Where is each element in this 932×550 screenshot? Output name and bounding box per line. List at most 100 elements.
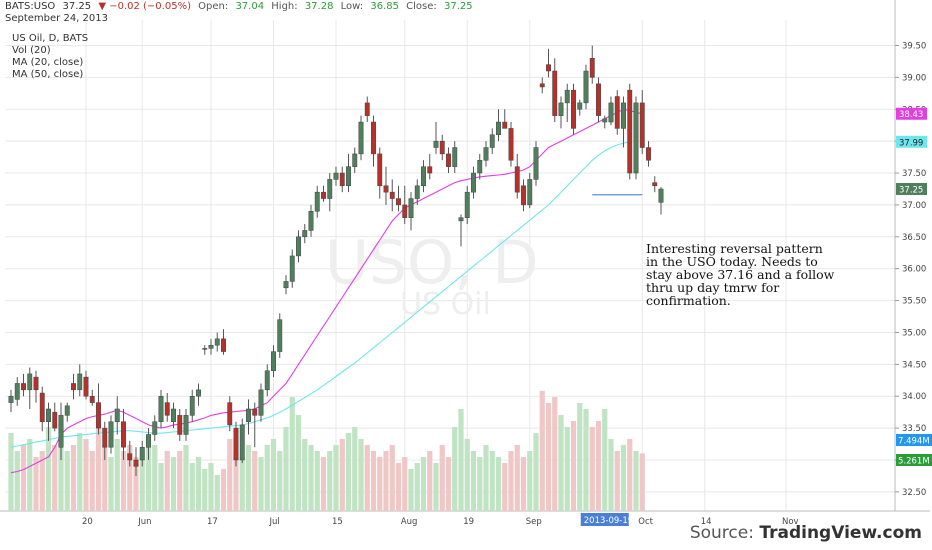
candle-body	[446, 153, 451, 167]
volume-bar	[370, 451, 377, 511]
candle-body	[96, 402, 101, 429]
candle-body	[364, 102, 370, 116]
legend-vol[interactable]: Vol (20)	[12, 45, 51, 56]
volume-bar	[139, 451, 145, 511]
candle-body	[183, 415, 189, 435]
candle-body	[639, 102, 645, 148]
volume-bar	[77, 433, 83, 511]
candle-body	[27, 373, 33, 391]
volume-bar	[402, 457, 408, 511]
candle-body	[408, 198, 414, 218]
candle-body	[458, 217, 464, 222]
price-label-box	[896, 107, 927, 120]
legend-ma20[interactable]: MA (20, close)	[12, 57, 84, 68]
volume-bar	[102, 445, 108, 511]
volume-bar	[577, 403, 583, 511]
candle-body	[302, 230, 308, 238]
candle-body	[171, 408, 176, 422]
candle-body	[383, 185, 389, 193]
y-tick-label: 37.00	[902, 201, 926, 211]
candle-body	[471, 172, 476, 193]
high-label: High:	[271, 1, 298, 12]
y-tick-label: 39.50	[902, 42, 926, 52]
source-brand[interactable]: TradingView.com	[759, 523, 922, 543]
candle-body	[502, 121, 508, 129]
volume-bar	[258, 457, 264, 511]
candle-body	[414, 185, 420, 199]
volume-bar	[202, 469, 208, 511]
volume-bar	[289, 397, 295, 511]
volume-bar	[345, 433, 352, 511]
candle-body	[71, 383, 76, 391]
candle-body	[646, 147, 651, 161]
volume-bar	[502, 463, 508, 511]
y-tick-label: 35.00	[902, 328, 926, 338]
candle-body	[164, 402, 170, 416]
candle-body	[346, 166, 351, 187]
candle-body	[108, 421, 114, 448]
volume-bar	[458, 409, 464, 511]
candle-body	[39, 392, 45, 422]
low-value: 36.85	[370, 1, 399, 12]
y-tick-label: 36.50	[902, 233, 926, 243]
volume-bar	[614, 451, 620, 511]
candle-body	[602, 118, 608, 123]
volume-bar	[639, 453, 645, 511]
source-credit: Source: TradingView.com	[690, 523, 922, 543]
date-label-box	[580, 513, 629, 526]
volume-bar	[277, 451, 283, 511]
volume-bar	[58, 439, 64, 511]
volume-bar	[445, 457, 452, 511]
volume-bar	[20, 445, 27, 511]
candle-body	[227, 402, 233, 426]
volume-bar	[252, 451, 258, 511]
down-arrow-icon: ▼	[98, 1, 107, 12]
candle-body	[377, 153, 383, 187]
candle-body	[133, 459, 139, 467]
volume-bar	[245, 445, 252, 511]
candle-body	[614, 96, 620, 129]
legend-title[interactable]: US Oil, D, BATS	[12, 33, 89, 44]
volume-bar	[302, 439, 308, 511]
volume-bar	[45, 427, 52, 511]
volume-bar	[327, 451, 333, 511]
candle-body	[552, 70, 558, 116]
volume-bar	[583, 409, 589, 511]
legend-ma50[interactable]: MA (50, close)	[12, 69, 84, 80]
candle-body	[158, 395, 164, 422]
chart-annotation[interactable]: Interesting reversal pattern in the USO …	[646, 241, 835, 308]
volume-bar	[520, 457, 527, 511]
candle-body	[208, 344, 214, 349]
candle-body	[77, 373, 83, 391]
price-label-box	[896, 182, 927, 195]
candle-body	[621, 102, 626, 129]
candle-body	[314, 191, 320, 212]
volume-bar	[227, 439, 233, 511]
candle-body	[477, 160, 483, 174]
candle-body	[658, 188, 664, 203]
candle-body	[627, 89, 633, 174]
volume-bar	[595, 421, 602, 511]
candle-body	[371, 121, 376, 155]
symbol-label[interactable]: BATS:USO	[5, 1, 56, 12]
candle-body	[252, 408, 258, 416]
volume-bar	[177, 451, 183, 511]
volume-bar	[314, 451, 320, 511]
candle-body	[152, 421, 158, 435]
candle-body	[246, 408, 251, 422]
volume-bar	[464, 439, 470, 511]
volume-bar	[539, 391, 545, 511]
x-tick-label: 20	[82, 517, 93, 527]
volume-bar	[220, 469, 227, 511]
candle-body	[321, 191, 326, 199]
candle-body	[527, 179, 533, 206]
candle-body	[289, 255, 295, 282]
candle-body	[221, 338, 226, 352]
candle-body	[483, 147, 489, 161]
volume-bar	[158, 463, 164, 511]
price-label: 38.43	[899, 110, 923, 120]
candle-body	[146, 434, 151, 448]
candle-body	[433, 140, 439, 148]
volume-bar	[264, 445, 270, 511]
